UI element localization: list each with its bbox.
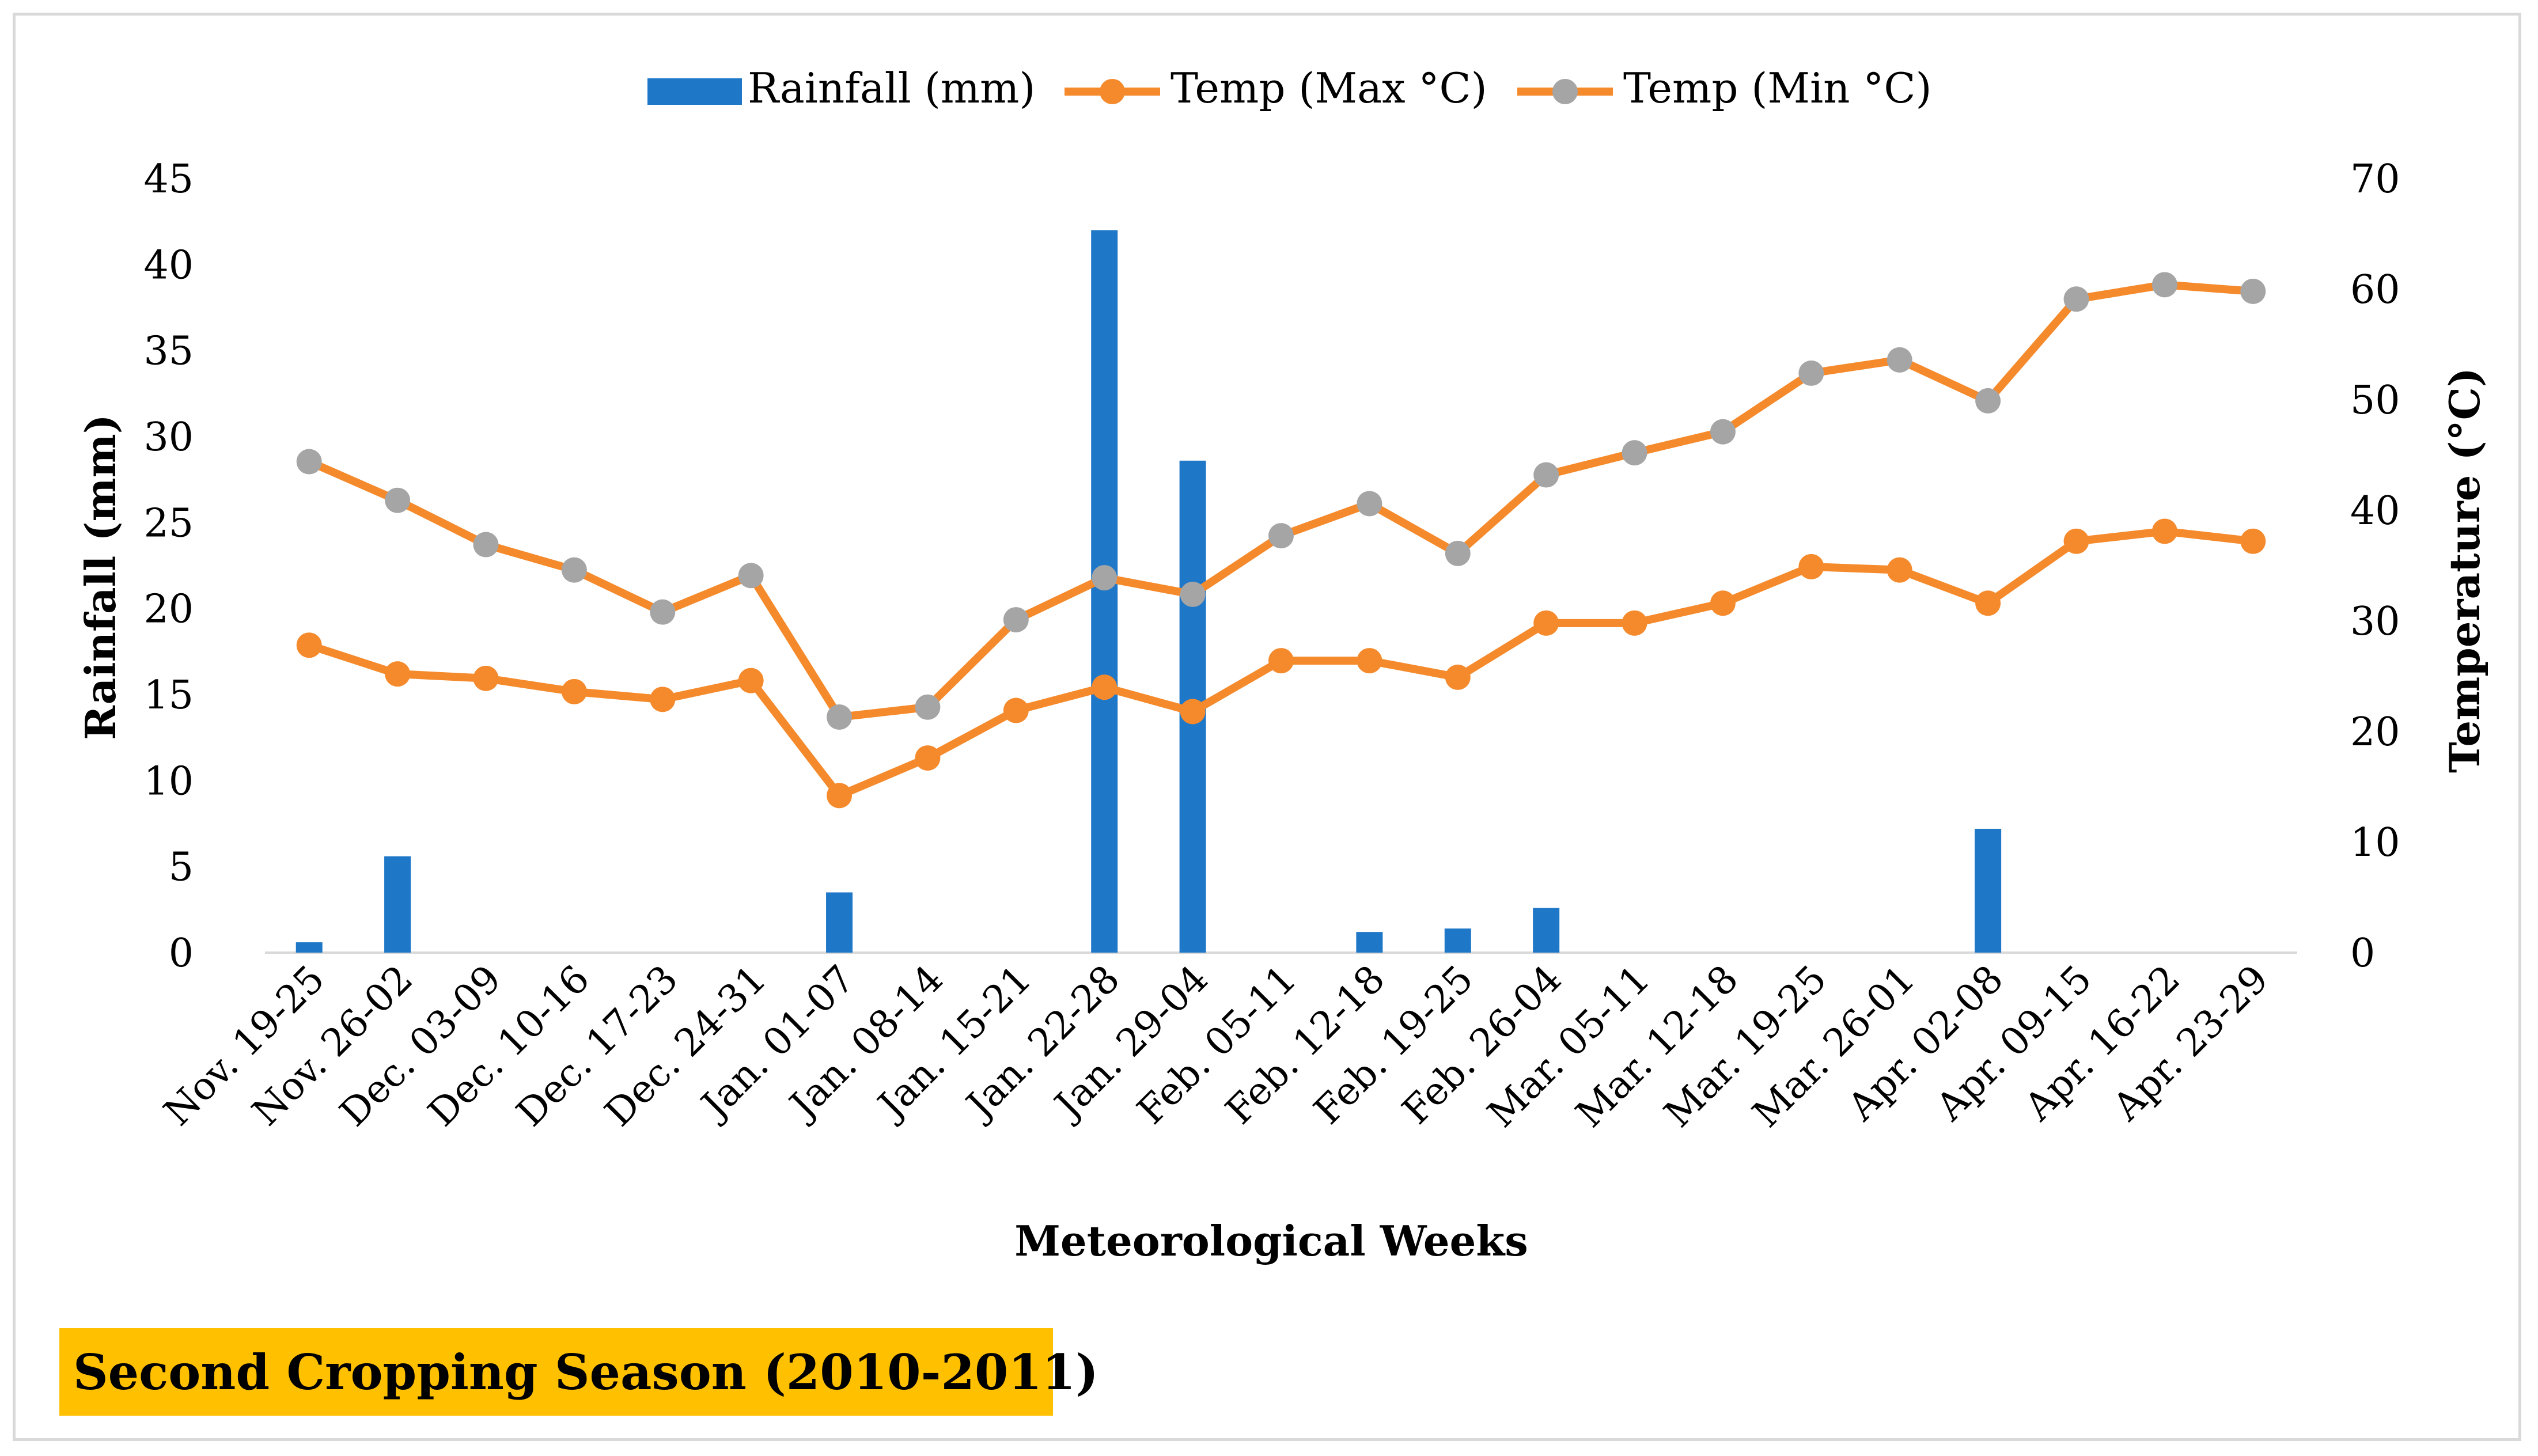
y-tick-label: 5: [169, 845, 194, 890]
temp-max-marker: [561, 678, 587, 704]
x-axis-title: Meteorological Weeks: [1014, 1216, 1528, 1265]
temp-max-marker: [2063, 528, 2089, 554]
temp-max-marker: [385, 661, 411, 687]
rainfall-bar: [1091, 230, 1118, 953]
temp-min-marker: [2151, 272, 2177, 298]
y-tick-label: 20: [143, 587, 194, 632]
rainfall-bar: [296, 942, 323, 953]
legend-rainfall-label: Rainfall (mm): [748, 64, 1035, 112]
temp-max-marker: [1092, 674, 1118, 700]
temp-min-marker: [2240, 278, 2266, 304]
temp-min-marker: [1533, 462, 1559, 488]
temp-max-marker: [1710, 590, 1736, 616]
temp-min-marker: [1710, 419, 1736, 445]
temp-max-marker: [2151, 518, 2177, 544]
y2-tick-label: 60: [2350, 267, 2400, 313]
legend-temp-max-marker: [1100, 79, 1125, 104]
y-tick-label: 40: [143, 242, 194, 288]
y-axis-title: Rainfall (mm): [76, 414, 125, 740]
temp-max-marker: [1003, 697, 1029, 723]
temp-min-marker: [473, 532, 499, 558]
legend-temp-max-label: Temp (Max °C): [1170, 64, 1487, 112]
y2-axis-title: Temperature (°C): [2440, 367, 2489, 773]
temp-min-marker: [827, 704, 853, 730]
y-tick-label: 25: [143, 500, 194, 546]
temp-max-marker: [915, 745, 941, 771]
y-tick-label: 10: [143, 759, 194, 804]
temp-max-marker: [827, 783, 853, 809]
y2-tick-label: 50: [2350, 378, 2400, 423]
temp-max-marker: [1622, 610, 1647, 636]
temp-min-marker: [915, 694, 941, 720]
temp-min-marker: [1445, 540, 1471, 566]
temp-max-marker: [738, 668, 764, 693]
temp-min-marker: [650, 599, 676, 625]
temp-max-marker: [1357, 648, 1382, 674]
temp-min-marker: [1622, 440, 1647, 466]
temp-max-marker: [1533, 610, 1559, 636]
rainfall-bar: [1356, 932, 1383, 953]
temp-min-marker: [1180, 581, 1206, 607]
temp-min-marker: [296, 449, 322, 475]
y2-tick-label: 10: [2350, 820, 2400, 866]
rainfall-bar: [1444, 928, 1471, 953]
temp-max-marker: [1798, 553, 1824, 579]
rainfall-bar: [826, 892, 853, 953]
y-tick-label: 35: [143, 329, 194, 374]
season-label: Second Cropping Season (2010-2011): [73, 1343, 1098, 1401]
temp-max-marker: [1887, 557, 1912, 583]
y-tick-label: 30: [143, 415, 194, 460]
temp-max-marker: [2240, 528, 2266, 554]
temp-max-marker: [473, 665, 499, 691]
temperature-markers: [296, 272, 2266, 809]
y2-tick-label: 20: [2350, 710, 2400, 755]
temp-max-marker: [1268, 648, 1294, 674]
left-axis-ticks: 0 5 10 15 20 25 30 35 40 45: [143, 157, 194, 976]
legend-rainfall-swatch: [647, 78, 742, 105]
temp-max-marker: [650, 687, 676, 712]
rainfall-bar: [1533, 908, 1560, 953]
legend: Rainfall (mm) Temp (Max °C) Temp (Min °C…: [647, 64, 1932, 112]
y-tick-label: 15: [143, 673, 194, 718]
y-tick-label: 0: [169, 931, 194, 976]
y2-tick-label: 0: [2350, 931, 2375, 976]
temp-min-marker: [2063, 286, 2089, 312]
temp-min-marker: [738, 563, 764, 589]
temp-max-marker: [1180, 699, 1206, 725]
temp-min-marker: [385, 487, 411, 513]
temp-max-marker: [296, 632, 322, 658]
season-label-box: Second Cropping Season (2010-2011): [59, 1328, 1098, 1416]
temp-min-marker: [561, 557, 587, 583]
temp-max-marker: [1975, 590, 2001, 616]
temp-min-marker: [1092, 565, 1118, 591]
temp-min-marker: [1798, 360, 1824, 386]
temp-min-marker: [1003, 607, 1029, 633]
temp-min-marker: [1357, 491, 1382, 517]
y2-tick-label: 40: [2350, 488, 2400, 534]
legend-temp-min-marker: [1552, 79, 1578, 104]
legend-temp-min-label: Temp (Min °C): [1623, 64, 1932, 112]
temp-min-marker: [1887, 347, 1912, 373]
rainfall-bar: [384, 856, 411, 953]
chart-frame: [13, 13, 2521, 1441]
y-tick-label: 45: [143, 157, 194, 202]
temp-max-marker: [1445, 664, 1471, 690]
temp-min-marker: [1268, 523, 1294, 549]
y2-tick-label: 30: [2350, 599, 2400, 644]
temp-min-marker: [1975, 388, 2001, 414]
rainfall-bar: [1975, 828, 2002, 953]
right-axis-ticks: 0 10 20 30 40 50 60 70: [2350, 157, 2400, 976]
y2-tick-label: 70: [2350, 157, 2400, 202]
